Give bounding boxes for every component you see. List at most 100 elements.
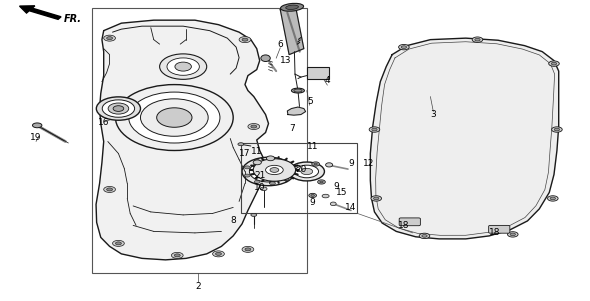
Ellipse shape xyxy=(422,234,427,237)
Ellipse shape xyxy=(251,213,257,216)
Text: 18: 18 xyxy=(398,221,409,230)
Text: 11: 11 xyxy=(251,147,263,157)
Text: 16: 16 xyxy=(98,117,110,126)
Text: 21: 21 xyxy=(254,172,266,181)
Ellipse shape xyxy=(320,181,323,183)
Ellipse shape xyxy=(270,158,276,161)
Ellipse shape xyxy=(289,170,294,173)
Text: 2: 2 xyxy=(195,282,201,291)
Ellipse shape xyxy=(552,127,562,132)
Ellipse shape xyxy=(242,247,254,252)
Ellipse shape xyxy=(157,108,192,127)
Ellipse shape xyxy=(551,62,556,65)
Text: 8: 8 xyxy=(230,216,236,225)
Ellipse shape xyxy=(244,166,250,169)
FancyBboxPatch shape xyxy=(489,225,510,233)
Text: 7: 7 xyxy=(289,123,295,132)
Ellipse shape xyxy=(242,157,295,186)
Bar xyxy=(307,67,329,79)
Text: 6: 6 xyxy=(277,40,283,49)
Ellipse shape xyxy=(248,123,260,129)
Polygon shape xyxy=(287,107,306,115)
Ellipse shape xyxy=(32,123,42,128)
Ellipse shape xyxy=(286,5,299,10)
Ellipse shape xyxy=(312,162,319,166)
Ellipse shape xyxy=(322,194,329,198)
Ellipse shape xyxy=(548,196,558,201)
Ellipse shape xyxy=(267,156,274,161)
Ellipse shape xyxy=(295,165,319,178)
Ellipse shape xyxy=(507,232,518,237)
Ellipse shape xyxy=(510,233,516,236)
Ellipse shape xyxy=(107,188,113,191)
Ellipse shape xyxy=(239,37,251,43)
Polygon shape xyxy=(96,20,268,260)
Ellipse shape xyxy=(401,46,407,48)
Text: 4: 4 xyxy=(324,76,330,85)
Ellipse shape xyxy=(113,240,124,247)
Ellipse shape xyxy=(283,178,289,181)
Text: FR.: FR. xyxy=(64,14,82,24)
Ellipse shape xyxy=(280,3,304,11)
Ellipse shape xyxy=(116,85,233,150)
Ellipse shape xyxy=(291,88,304,93)
Ellipse shape xyxy=(294,89,302,92)
Ellipse shape xyxy=(96,97,140,120)
Polygon shape xyxy=(280,4,304,54)
Text: 3: 3 xyxy=(431,110,436,119)
Ellipse shape xyxy=(369,127,380,132)
Ellipse shape xyxy=(270,182,276,185)
Ellipse shape xyxy=(261,187,267,191)
Ellipse shape xyxy=(373,197,379,200)
Ellipse shape xyxy=(244,174,250,177)
Ellipse shape xyxy=(326,163,333,167)
Text: 17: 17 xyxy=(239,149,251,158)
Ellipse shape xyxy=(116,242,122,245)
Text: 18: 18 xyxy=(489,228,501,237)
Ellipse shape xyxy=(254,160,260,163)
Ellipse shape xyxy=(261,55,270,61)
Text: 19: 19 xyxy=(30,132,42,141)
Ellipse shape xyxy=(167,58,199,75)
Ellipse shape xyxy=(550,197,555,200)
Ellipse shape xyxy=(238,143,244,146)
Ellipse shape xyxy=(113,106,124,111)
Ellipse shape xyxy=(372,128,377,131)
Text: 13: 13 xyxy=(280,56,292,65)
Text: 9: 9 xyxy=(310,198,316,207)
Ellipse shape xyxy=(174,254,180,257)
Ellipse shape xyxy=(399,45,409,50)
FancyBboxPatch shape xyxy=(399,218,420,226)
Ellipse shape xyxy=(250,161,288,182)
Text: 20: 20 xyxy=(295,166,307,175)
Ellipse shape xyxy=(472,37,483,42)
FancyArrow shape xyxy=(19,6,61,19)
Text: 10: 10 xyxy=(254,183,266,192)
Ellipse shape xyxy=(107,37,113,40)
Ellipse shape xyxy=(283,162,289,165)
Ellipse shape xyxy=(253,159,296,181)
Ellipse shape xyxy=(129,92,220,143)
Ellipse shape xyxy=(253,160,261,165)
Ellipse shape xyxy=(254,180,260,183)
Bar xyxy=(241,143,358,213)
Text: 5: 5 xyxy=(307,97,313,106)
Polygon shape xyxy=(371,38,559,239)
Text: 14: 14 xyxy=(345,203,356,212)
Text: 12: 12 xyxy=(363,160,374,169)
Ellipse shape xyxy=(245,248,251,251)
Ellipse shape xyxy=(257,166,280,178)
Ellipse shape xyxy=(212,251,224,257)
Ellipse shape xyxy=(270,168,279,172)
Ellipse shape xyxy=(102,100,135,117)
Ellipse shape xyxy=(549,61,559,66)
Ellipse shape xyxy=(309,193,316,197)
Ellipse shape xyxy=(266,165,283,175)
Ellipse shape xyxy=(289,162,325,181)
Bar xyxy=(92,8,307,273)
Ellipse shape xyxy=(475,38,480,41)
Ellipse shape xyxy=(317,180,325,184)
Ellipse shape xyxy=(140,99,208,136)
Ellipse shape xyxy=(104,35,116,41)
Ellipse shape xyxy=(314,163,317,165)
